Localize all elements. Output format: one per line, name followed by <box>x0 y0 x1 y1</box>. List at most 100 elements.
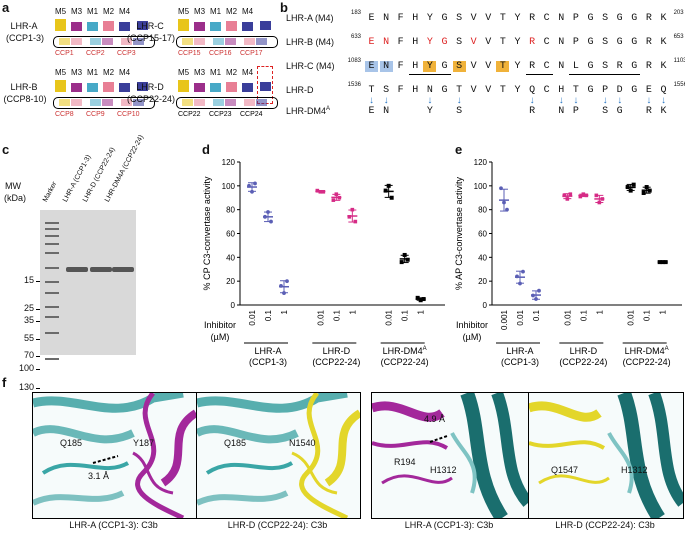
mutant-residue: S <box>602 106 609 117</box>
module-bar <box>55 80 66 92</box>
module-label: M5 <box>178 7 190 16</box>
module-label: M3 <box>71 68 83 77</box>
lhr-range: (CCP15-17) <box>126 33 175 43</box>
residue: R <box>645 37 652 48</box>
residue: E <box>365 61 378 72</box>
data-point <box>641 190 646 195</box>
residue: T <box>499 37 506 48</box>
residue: Y <box>426 13 433 24</box>
residue: C <box>543 13 550 24</box>
mutant-name-text: LHR-DM4 <box>286 106 327 116</box>
motif-underline <box>569 74 641 75</box>
module-bar <box>119 83 130 92</box>
residue: E <box>368 13 375 24</box>
marker-band <box>45 243 59 245</box>
residue: G <box>631 61 638 72</box>
residue: Y <box>514 85 521 96</box>
data-point <box>660 260 665 265</box>
residue: T <box>499 13 506 24</box>
structure-lhr-a-q185: Q185 Y187 3.1 Å <box>32 392 197 519</box>
sequence-name: LHR-D <box>286 85 314 95</box>
lhr-range: (CCP8-10) <box>3 94 47 104</box>
panel-label-f: f <box>2 375 7 390</box>
data-point <box>663 260 668 265</box>
module-bar <box>137 82 148 91</box>
residue: G <box>631 85 638 96</box>
residue: E <box>368 37 375 48</box>
inhibitor-unit: (µM) <box>211 332 230 342</box>
residue: C <box>543 61 550 72</box>
module-label: M3 <box>71 7 83 16</box>
marker-band <box>45 281 59 283</box>
y-tick-label: 0 <box>483 301 488 310</box>
data-point <box>597 200 602 205</box>
residue: V <box>470 13 477 24</box>
y-tick-label: 20 <box>226 277 235 286</box>
residue: R <box>645 13 652 24</box>
residue: V <box>485 13 492 24</box>
data-point <box>562 193 567 198</box>
residue: F <box>397 61 404 72</box>
ccp-segment <box>225 99 236 106</box>
residue: P <box>572 37 579 48</box>
data-point <box>518 281 522 286</box>
sequence-end: 653 <box>673 34 684 40</box>
module-label: M4 <box>242 68 254 77</box>
residue: C <box>543 37 550 48</box>
ccp-segment <box>244 99 255 106</box>
residue: H <box>412 13 419 24</box>
sequence-start: 183 <box>350 10 361 16</box>
data-point <box>383 188 388 193</box>
module-bar <box>260 21 271 30</box>
residue: N <box>558 37 565 48</box>
data-point <box>502 200 506 205</box>
group-name: LHR-A <box>254 346 281 356</box>
y-axis-label: % AP C3-convertase activity <box>454 177 464 290</box>
mutant-name: LHR-DM4A <box>286 106 330 116</box>
ccp-segment <box>225 38 236 45</box>
marker-band <box>45 292 59 294</box>
data-point <box>581 192 586 196</box>
lhr-range: (CCP1-3) <box>5 33 44 43</box>
residue-label: H1312 <box>430 465 457 475</box>
data-point <box>269 219 273 224</box>
marker-band <box>45 252 59 254</box>
mutation-arrow: ↓ <box>427 95 433 106</box>
ccp-label: CCP9 <box>86 111 105 118</box>
panel-label-a: a <box>2 0 10 15</box>
module-bar <box>226 21 237 31</box>
marker-band <box>45 228 59 230</box>
mutation-arrow: ↓ <box>558 95 564 106</box>
data-point <box>568 192 573 196</box>
residue: N <box>383 37 390 48</box>
data-point <box>405 257 410 262</box>
data-point <box>353 219 358 224</box>
data-point <box>266 210 270 214</box>
ccp-segment <box>121 99 132 106</box>
module-label: M1 <box>210 7 222 16</box>
ccp-label: CCP10 <box>117 111 140 118</box>
data-point <box>521 269 525 274</box>
structure-caption: LHR-A (CCP1-3): C3b <box>404 520 494 530</box>
residue: Y <box>514 37 521 48</box>
marker-band <box>45 332 59 334</box>
mw-tick <box>36 309 40 310</box>
data-point <box>386 183 391 188</box>
inhibitor-label: Inhibitor <box>456 320 488 330</box>
module-label: M2 <box>103 68 115 77</box>
module-label: M2 <box>226 7 238 16</box>
residue: V <box>470 37 477 48</box>
structure-caption: LHR-A (CCP1-3): C3b <box>69 520 158 530</box>
ccp-label: CCP17 <box>240 50 263 57</box>
residue: G <box>616 13 623 24</box>
residue: G <box>587 13 594 24</box>
residue: R <box>645 61 652 72</box>
module-bar <box>178 80 189 92</box>
module-bar <box>119 22 130 31</box>
ccp-label: CCP22 <box>178 111 201 118</box>
module-bar <box>260 82 271 91</box>
residue: T <box>368 85 375 96</box>
protein-band <box>112 267 134 272</box>
y-tick-label: 20 <box>478 277 487 286</box>
module-bar <box>178 19 189 31</box>
